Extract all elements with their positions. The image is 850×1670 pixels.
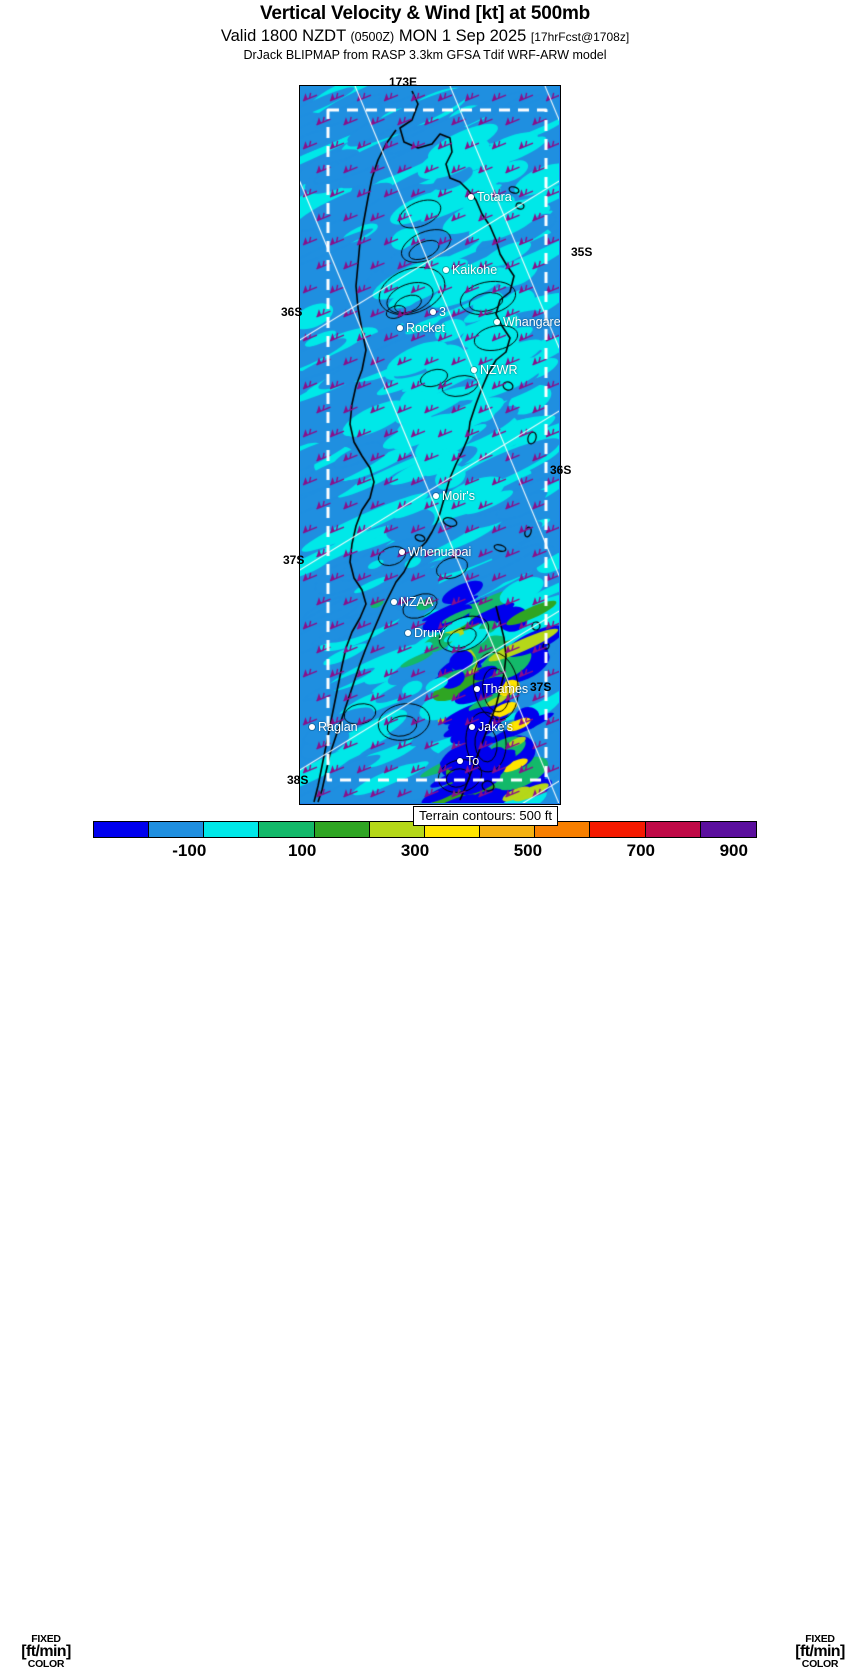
colorbar-tick-700: 700 bbox=[626, 841, 655, 860]
colorbar-segment-0 bbox=[94, 822, 150, 837]
colorbar-segment-10 bbox=[645, 822, 701, 837]
legend-units-label-left: [ft/min] bbox=[21, 1642, 71, 1660]
graticule-label-35s: 35S bbox=[571, 245, 593, 259]
colorbar-legend-left: FIXED [ft/min] COLOR bbox=[4, 1634, 88, 1669]
valid-time-utc: (0500Z) bbox=[350, 30, 395, 44]
weather-map[interactable]: Totara Kaikohe 3 Rocket Whangarei NZWR Moir's W… bbox=[299, 85, 561, 805]
colorbar-legend-right: FIXED [ft/min] COLOR bbox=[778, 1634, 850, 1669]
colorbar-tick-labels: -100 100 300 500 700 900 bbox=[93, 841, 757, 861]
vertical-velocity-raster bbox=[300, 86, 559, 803]
valid-time-line: Valid 1800 NZDT (0500Z) MON 1 Sep 2025 [… bbox=[0, 27, 850, 46]
colorbar-segment-9 bbox=[590, 822, 646, 837]
valid-time-prefix: Valid 1800 NZDT bbox=[220, 27, 346, 45]
graticule-label-38s: 38S bbox=[287, 773, 309, 787]
colorbar-tick-300: 300 bbox=[400, 841, 430, 860]
colorbar-segment-11 bbox=[700, 822, 756, 837]
legend-color-label-left: COLOR bbox=[27, 1657, 65, 1670]
legend-color-label-right: COLOR bbox=[801, 1657, 839, 1670]
graticule-label-37s: 37S bbox=[283, 553, 305, 567]
colorbar-tick-100: 100 bbox=[287, 841, 317, 860]
graticule-label-36s: 36S bbox=[550, 463, 572, 477]
graticule-label-173e: 173E bbox=[389, 75, 418, 89]
terrain-contour-note: Terrain contours: 500 ft bbox=[413, 806, 558, 826]
graticule-label-37s: 37S bbox=[530, 680, 552, 694]
colorbar-tick-500: 500 bbox=[513, 841, 543, 860]
colorbar-tick--100: -100 bbox=[172, 841, 207, 860]
colorbar-segment-5 bbox=[369, 822, 425, 837]
legend-units-label-right: [ft/min] bbox=[795, 1642, 845, 1660]
valid-date: MON 1 Sep 2025 bbox=[398, 27, 527, 45]
colorbar-segment-4 bbox=[314, 822, 370, 837]
colorbar-tick-900: 900 bbox=[719, 841, 748, 860]
page-title: Vertical Velocity & Wind [kt] at 500mb bbox=[259, 3, 591, 24]
map-header: Vertical Velocity & Wind [kt] at 500mb V… bbox=[0, 0, 850, 62]
colorbar-segment-2 bbox=[204, 822, 260, 837]
colorbar-segment-1 bbox=[149, 822, 205, 837]
graticule-label-36s: 36S bbox=[281, 305, 303, 319]
colorbar-segment-3 bbox=[259, 822, 315, 837]
model-source-line: DrJack BLIPMAP from RASP 3.3km GFSA Tdif… bbox=[243, 48, 607, 62]
forecast-tag: [17hrFcst@1708z] bbox=[530, 30, 630, 44]
